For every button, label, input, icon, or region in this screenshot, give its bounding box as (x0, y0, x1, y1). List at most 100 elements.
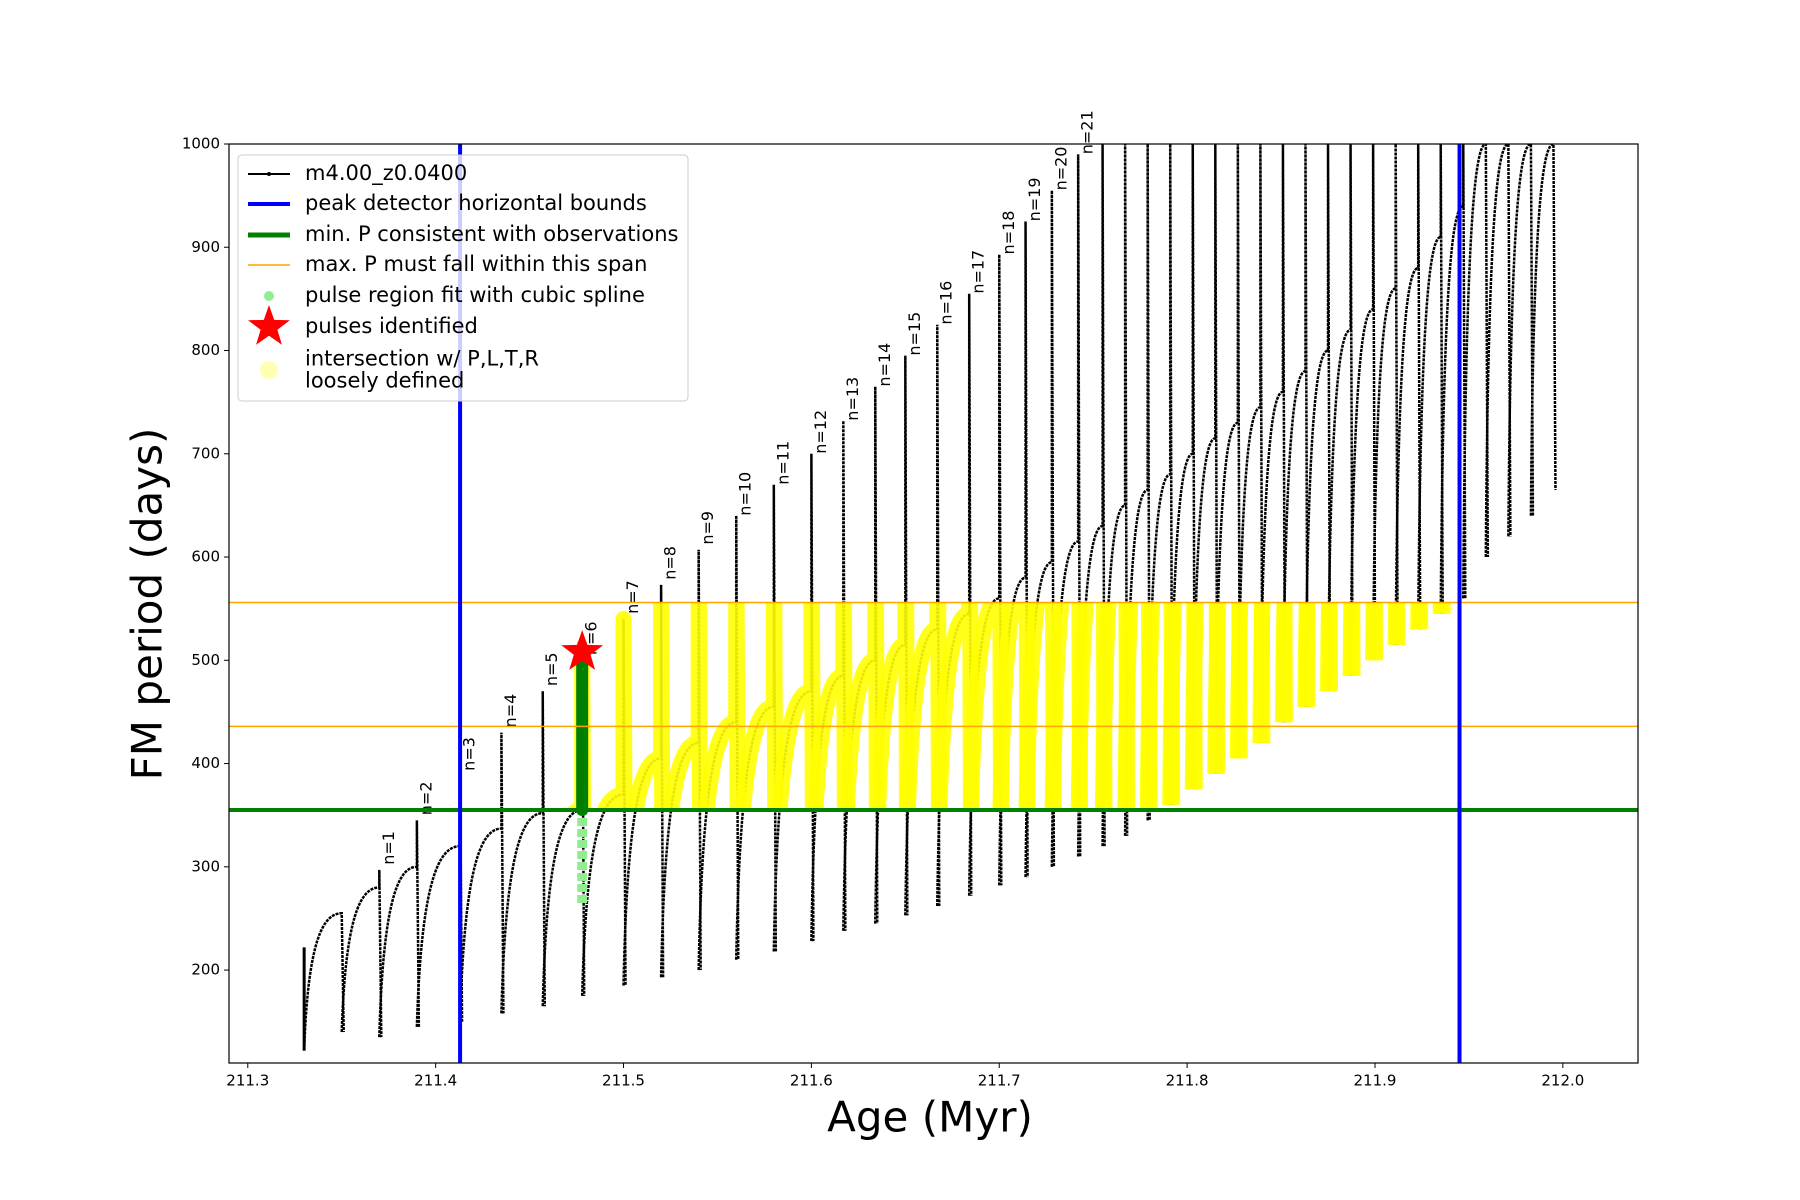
pulse-label: n=9 (698, 511, 717, 545)
intersection-highlight (663, 602, 708, 811)
y-tick-label: 800 (191, 341, 220, 359)
pulse-label: n=11 (773, 441, 792, 485)
y-tick-label: 500 (191, 651, 220, 669)
intersection-highlight (596, 610, 633, 811)
series-line (1371, 144, 1399, 661)
series-line (1416, 144, 1444, 630)
legend-label: intersection w/ P,L,T,R loosely defined (305, 347, 539, 393)
pulse-label: n=21 (1078, 110, 1097, 154)
legend-swatch (248, 305, 290, 345)
y-axis-label: FM period (days) (123, 428, 172, 781)
intersection-highlight (1184, 602, 1226, 790)
pulse-label: n=8 (661, 546, 680, 580)
series-line (1439, 144, 1467, 614)
legend-box (237, 154, 689, 402)
pulse-label: n=2 (416, 781, 435, 815)
x-tick-label: 211.9 (1354, 1072, 1397, 1090)
series-line (1304, 144, 1332, 707)
series-line (1050, 154, 1082, 867)
series-line (1394, 144, 1422, 645)
y-tick-label: 1000 (182, 135, 220, 153)
x-tick-label: 211.3 (226, 1072, 269, 1090)
plot-frame (228, 143, 1639, 1064)
intersection-highlight (870, 602, 915, 811)
pulse-label: n=1 (379, 831, 398, 865)
legend-label: max. P must fall within this span (305, 252, 647, 276)
intersection-highlight (962, 602, 1010, 811)
intersection-highlight (734, 602, 784, 811)
pulse-label: n=13 (843, 377, 862, 421)
series-line (458, 732, 505, 1022)
pulse-label: n=15 (905, 312, 924, 356)
x-tick-label: 211.8 (1166, 1072, 1209, 1090)
legend-label: min. P consistent with observations (305, 222, 678, 246)
series-line (340, 869, 383, 1038)
pulse-label: n=17 (969, 250, 988, 294)
intersection-highlight (1018, 602, 1062, 811)
intersection-highlight (1365, 602, 1406, 661)
series-line (1462, 144, 1490, 599)
series-line (936, 293, 973, 907)
x-tick-label: 211.7 (978, 1072, 1021, 1090)
intersection-highlight (899, 602, 947, 811)
legend-swatch (264, 291, 274, 301)
legend-swatch (267, 172, 271, 176)
y-tick-label: 200 (191, 961, 220, 979)
x-tick-label: 211.5 (602, 1072, 645, 1090)
series-line (378, 820, 421, 1038)
intersection-highlight (807, 602, 853, 811)
intersection-highlight (1070, 602, 1113, 811)
intersection-highlight (1387, 602, 1429, 645)
pulse-label: n=19 (1025, 177, 1044, 221)
intersection-highlight (1207, 602, 1248, 774)
intersection-highlight (1229, 602, 1271, 759)
y-tick-label: 600 (191, 548, 220, 566)
series-line (1507, 144, 1535, 537)
intersection-highlight (931, 602, 979, 811)
series-line (1326, 144, 1354, 692)
series-line (541, 660, 586, 1007)
pulse-label: n=4 (501, 694, 520, 728)
y-tick-label: 700 (191, 444, 220, 462)
intersection-highlight (1274, 602, 1316, 723)
intersection-highlight (771, 602, 821, 811)
pulse-label: n=16 (937, 281, 956, 325)
intersection-highlight (1139, 602, 1181, 811)
y-tick-label: 400 (191, 754, 220, 772)
legend-label: pulse region fit with cubic spline (305, 283, 645, 307)
legend-label: pulses identified (305, 314, 478, 338)
pulse-label: n=10 (736, 472, 755, 516)
pulse-label: n=3 (460, 737, 479, 771)
x-tick-label: 211.6 (790, 1072, 833, 1090)
intersection-highlight (1252, 602, 1293, 743)
series-line (1529, 144, 1557, 516)
pulse-label: n=12 (811, 410, 830, 454)
series-line (500, 691, 546, 1014)
legend-label: m4.00_z0.0400 (305, 161, 467, 186)
intersection-highlight (1342, 602, 1384, 676)
intersection-highlight (1044, 602, 1089, 811)
legend-label: peak detector horizontal bounds (305, 191, 647, 215)
intersection-highlight (992, 602, 1036, 811)
pulse-marker (561, 630, 604, 670)
x-tick-label: 211.4 (414, 1072, 457, 1090)
pulse-label: n=14 (875, 343, 894, 387)
series-line (1349, 144, 1377, 676)
y-tick-label: 900 (191, 238, 220, 256)
pulse-label: n=7 (623, 580, 642, 614)
y-tick-label: 300 (191, 857, 220, 875)
intersection-highlight (1094, 602, 1136, 811)
intersection-highlight (1162, 602, 1203, 805)
intersection-highlight (698, 602, 746, 811)
series-line (302, 912, 345, 1051)
pulse-label: n=18 (999, 211, 1018, 255)
intersection-highlight (838, 602, 885, 811)
intersection-highlight (1463, 144, 1488, 598)
x-tick-label: 212.0 (1541, 1072, 1584, 1090)
intersection-highlight (627, 602, 671, 811)
pulse-label: n=5 (542, 652, 561, 686)
series-line (1484, 144, 1512, 558)
